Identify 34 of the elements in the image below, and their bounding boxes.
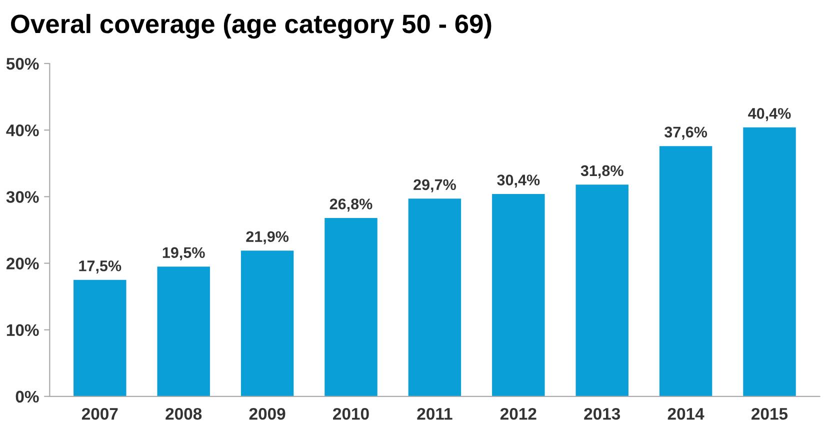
y-tick-label: 20% — [6, 258, 39, 270]
bar — [492, 194, 545, 396]
bar — [576, 184, 628, 396]
bar — [157, 266, 210, 396]
x-tick-label: 2014 — [668, 408, 704, 420]
x-tick-label: 2013 — [584, 408, 620, 420]
x-tick-label: 2015 — [752, 408, 788, 420]
bar — [408, 198, 462, 396]
bar — [74, 280, 126, 396]
y-tick-label: 0% — [16, 390, 39, 403]
data-label: 21,9% — [246, 231, 289, 244]
data-label: 26,8% — [330, 198, 372, 212]
x-tick-label: 2011 — [417, 408, 452, 420]
bar — [743, 127, 796, 396]
bar — [659, 146, 712, 396]
data-label: 30,4% — [497, 174, 540, 188]
x-tick-label: 2007 — [82, 408, 118, 420]
y-tick-label: 50% — [6, 58, 39, 70]
bar — [324, 218, 378, 396]
data-label: 17,5% — [79, 260, 122, 274]
data-label: 31,8% — [580, 165, 624, 178]
data-label: 19,5% — [162, 247, 205, 260]
y-tick-label: 10% — [6, 324, 39, 336]
y-tick-label: 30% — [6, 191, 39, 203]
data-label: 40,4% — [748, 108, 791, 122]
x-tick-label: 2009 — [249, 408, 286, 420]
bar — [240, 250, 294, 396]
x-tick-label: 2010 — [333, 408, 369, 420]
y-tick-label: 40% — [6, 124, 39, 136]
data-label: 37,6% — [664, 126, 708, 140]
data-label: 29,7% — [414, 179, 456, 192]
chart-title: Overal coverage (age category 50 - 69) — [11, 14, 492, 39]
x-tick-label: 2012 — [500, 408, 536, 420]
x-tick-label: 2008 — [166, 408, 202, 420]
